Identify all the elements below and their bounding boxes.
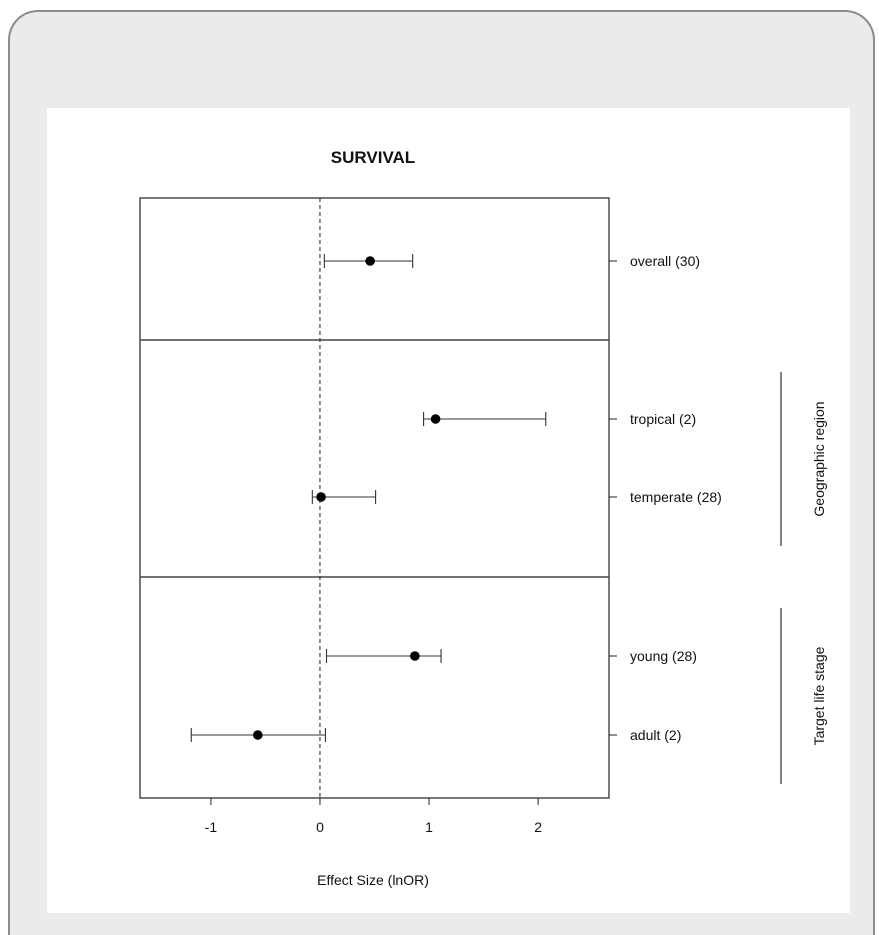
- group-label: Target life stage: [811, 646, 827, 745]
- estimate-point: [410, 651, 420, 661]
- row-label: young (28): [630, 648, 697, 664]
- estimate-point: [316, 492, 326, 502]
- x-tick-label: -1: [205, 819, 218, 835]
- row-label: overall (30): [630, 253, 700, 269]
- estimate-point: [365, 256, 375, 266]
- plot-frame: [139, 197, 610, 799]
- estimate-point: [430, 414, 441, 424]
- row-label: tropical (2): [630, 411, 696, 427]
- figure-panel: SURVIVAL Effect Size (lnOR) -1 0 1 2 overall…: [47, 108, 850, 913]
- row-label: temperate (28): [630, 489, 722, 505]
- chart-title: SURVIVAL: [331, 148, 415, 167]
- x-axis-label: Effect Size (lnOR): [317, 872, 429, 888]
- x-tick-label: 0: [316, 819, 324, 835]
- estimate-point: [252, 730, 263, 740]
- x-tick-label: 1: [425, 819, 433, 835]
- row-label: adult (2): [630, 727, 681, 743]
- x-tick-label: 2: [534, 819, 542, 835]
- forest-plot: SURVIVAL Effect Size (lnOR) -1 0 1 2 overall…: [139, 148, 827, 888]
- group-label: Geographic region: [811, 401, 827, 516]
